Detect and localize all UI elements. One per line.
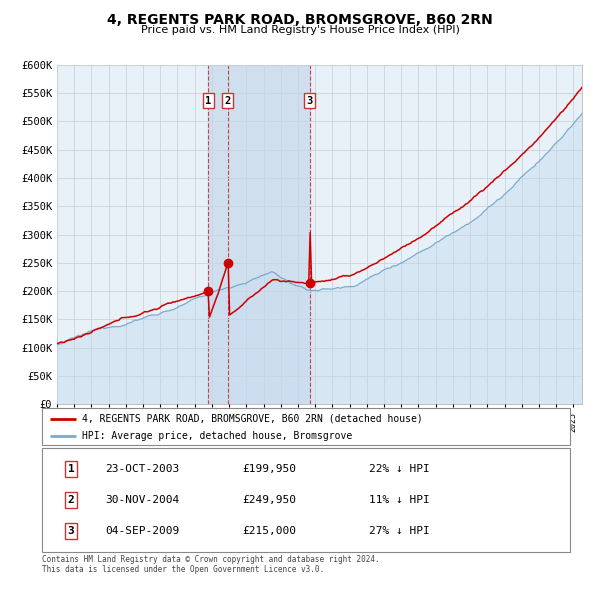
Text: 3: 3 [307,96,313,106]
Text: £199,950: £199,950 [242,464,296,474]
Text: £249,950: £249,950 [242,495,296,505]
Text: 1: 1 [205,96,212,106]
Text: Price paid vs. HM Land Registry's House Price Index (HPI): Price paid vs. HM Land Registry's House … [140,25,460,35]
Text: 04-SEP-2009: 04-SEP-2009 [106,526,179,536]
Bar [208,65,310,404]
Text: Contains HM Land Registry data © Crown copyright and database right 2024.
This d: Contains HM Land Registry data © Crown c… [42,555,380,574]
Text: 2: 2 [224,96,231,106]
Text: 27% ↓ HPI: 27% ↓ HPI [370,526,430,536]
Text: 30-NOV-2004: 30-NOV-2004 [106,495,179,505]
Text: 4, REGENTS PARK ROAD, BROMSGROVE, B60 2RN (detached house): 4, REGENTS PARK ROAD, BROMSGROVE, B60 2R… [82,414,422,424]
Text: 3: 3 [68,526,74,536]
Text: £215,000: £215,000 [242,526,296,536]
Text: 1: 1 [68,464,74,474]
Text: 4, REGENTS PARK ROAD, BROMSGROVE, B60 2RN: 4, REGENTS PARK ROAD, BROMSGROVE, B60 2R… [107,13,493,27]
Text: 11% ↓ HPI: 11% ↓ HPI [370,495,430,505]
Text: 2: 2 [68,495,74,505]
Text: HPI: Average price, detached house, Bromsgrove: HPI: Average price, detached house, Brom… [82,431,352,441]
Text: 23-OCT-2003: 23-OCT-2003 [106,464,179,474]
Text: 22% ↓ HPI: 22% ↓ HPI [370,464,430,474]
